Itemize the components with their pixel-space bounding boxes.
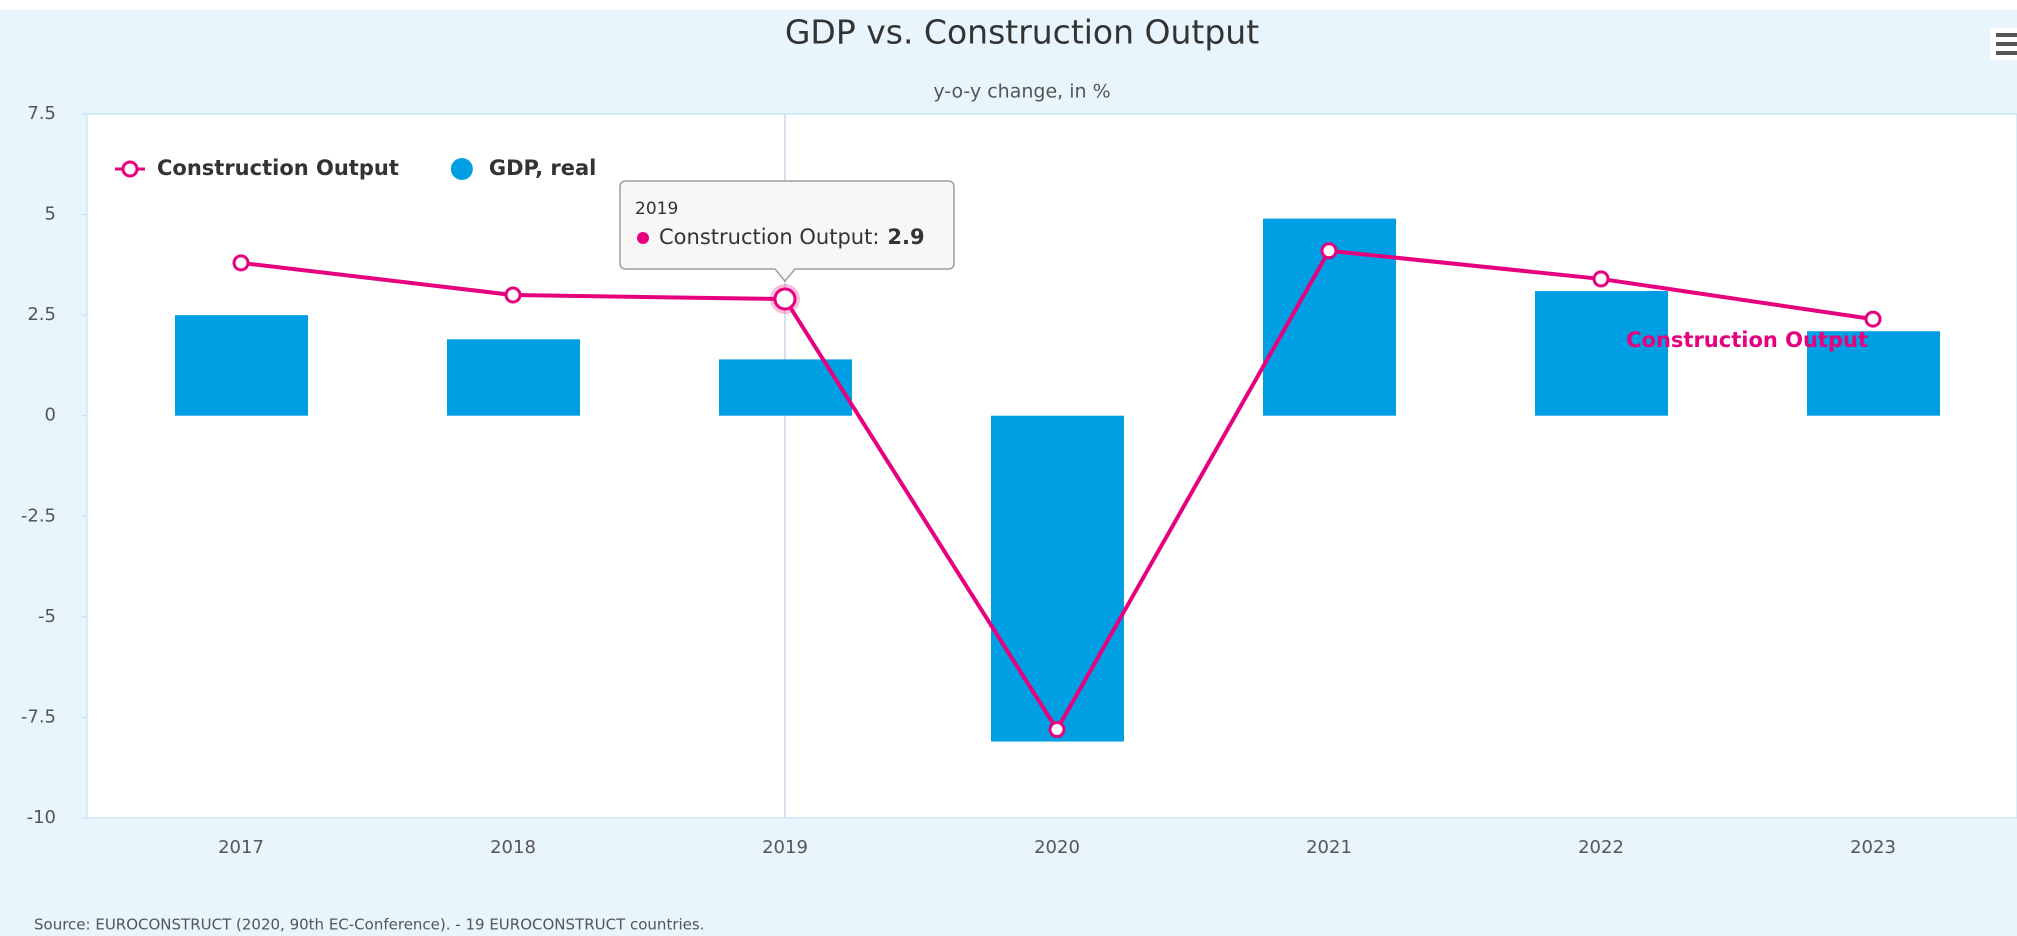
- chart-subtitle: y-o-y change, in %: [933, 81, 1110, 103]
- menu-bar: [1996, 51, 2017, 55]
- point: [1592, 270, 1610, 288]
- y-tick-label: -5: [38, 606, 56, 627]
- tooltip-box: [619, 180, 955, 283]
- menu-icon[interactable]: [1990, 28, 2017, 60]
- tooltip: 2019 Construction Output: 2.9: [619, 180, 955, 283]
- y-tick-label: -10: [27, 807, 56, 828]
- y-tick-label: -7.5: [21, 706, 56, 727]
- bar: [1807, 331, 1940, 416]
- point: [773, 287, 797, 311]
- point: [232, 254, 250, 272]
- x-tick-label: 2019: [762, 837, 808, 858]
- y-tick-label: 2.5: [27, 304, 56, 325]
- bar: [991, 415, 1124, 742]
- bar: [447, 339, 580, 416]
- point: [1320, 242, 1338, 260]
- bar: [175, 315, 308, 416]
- legend-label: Construction Output: [157, 156, 399, 180]
- menu-bar: [1996, 42, 2017, 46]
- point: [1864, 310, 1882, 328]
- tooltip-label: Construction Output:: [659, 225, 879, 249]
- legend-marker: [121, 160, 139, 178]
- x-tick-label: 2018: [490, 837, 536, 858]
- legend-item[interactable]: Construction Output: [115, 156, 399, 180]
- tooltip-value: 2.9: [887, 225, 924, 249]
- x-tick-label: 2020: [1034, 837, 1080, 858]
- legend-item[interactable]: GDP, real: [450, 156, 596, 180]
- x-tick-label: 2022: [1578, 837, 1624, 858]
- source-note: Source: EUROCONSTRUCT (2020, 90th EC-Con…: [34, 916, 704, 934]
- tooltip-header: 2019: [635, 199, 678, 219]
- chart-title: GDP vs. Construction Output: [785, 13, 1259, 52]
- point: [504, 286, 522, 304]
- point: [1048, 720, 1066, 738]
- legend-label: GDP, real: [489, 156, 596, 180]
- y-tick-label: -2.5: [21, 505, 56, 526]
- x-tick-label: 2023: [1850, 837, 1896, 858]
- bar: [1535, 291, 1668, 416]
- y-tick-label: 0: [45, 405, 56, 426]
- menu-bar: [1996, 33, 2017, 37]
- y-tick-label: 7.5: [27, 103, 56, 124]
- legend-marker: [450, 158, 473, 180]
- y-tick-label: 5: [45, 204, 56, 225]
- tooltip-dot: [637, 232, 649, 244]
- bar: [719, 359, 852, 416]
- x-tick-label: 2017: [218, 837, 264, 858]
- x-tick-label: 2021: [1306, 837, 1352, 858]
- series-label: Construction Output: [1626, 328, 1868, 352]
